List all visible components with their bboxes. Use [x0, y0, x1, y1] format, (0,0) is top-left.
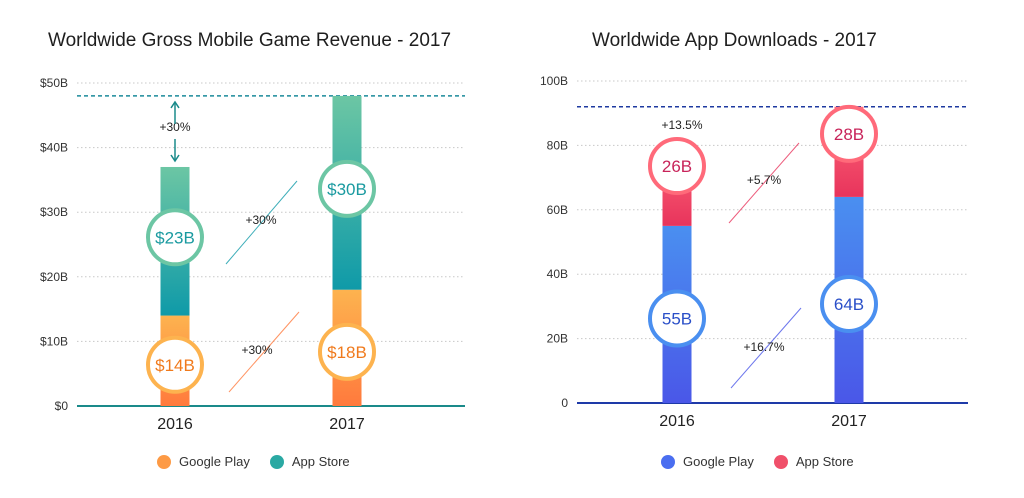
y-tick-label: 40B — [547, 267, 568, 281]
growth-annotation-play: +16.7% — [743, 340, 784, 354]
legend-downloads: Google Play App Store — [661, 454, 874, 469]
growth-annotation-play: +30% — [241, 343, 272, 357]
badge-google-play-circle — [318, 322, 376, 381]
growth-annotation-store: +30% — [245, 213, 276, 227]
badge-app-store-circle — [820, 104, 878, 163]
y-tick-label: $30B — [40, 205, 68, 219]
data-label: 28B — [834, 125, 864, 144]
growth-annotation-store: +5.7% — [747, 173, 782, 187]
growth-line-store — [728, 142, 800, 224]
data-label: $23B — [155, 228, 195, 247]
badge-google-play-circle — [146, 335, 204, 394]
chart-title-downloads: Worldwide App Downloads - 2017 — [592, 30, 877, 51]
data-label: $30B — [327, 180, 367, 199]
arrow-down-icon — [170, 154, 180, 163]
badge-app-store-circle — [318, 159, 376, 218]
y-tick-label: $0 — [55, 399, 69, 413]
legend-label: Google Play — [683, 454, 754, 469]
y-tick-label: $50B — [40, 76, 68, 90]
legend-swatch-google-play — [661, 454, 675, 469]
y-tick-label: 0 — [561, 396, 568, 410]
legend-revenue: Google Play App Store — [157, 454, 370, 469]
chart-title-revenue: Worldwide Gross Mobile Game Revenue - 20… — [48, 30, 452, 51]
legend-item-app-store: App Store — [269, 454, 350, 469]
legend-label: App Store — [291, 454, 350, 469]
badge-app-store-circle — [648, 137, 706, 196]
growth-line-play — [730, 307, 802, 389]
legend-label: App Store — [795, 454, 854, 469]
y-tick-label: $10B — [40, 334, 68, 348]
legend-item-google-play: Google Play — [661, 454, 754, 469]
x-tick-label: 2016 — [157, 416, 193, 433]
badge-google-play-circle — [648, 289, 706, 348]
legend-item-app-store: App Store — [773, 454, 854, 469]
growth-annotation-gap: +30% — [159, 120, 190, 134]
y-tick-label: 80B — [547, 138, 568, 152]
x-tick-label: 2016 — [659, 413, 695, 430]
y-tick-label: 20B — [547, 332, 568, 346]
growth-line-store — [225, 180, 298, 265]
data-label: $14B — [155, 356, 195, 375]
data-label: 55B — [662, 309, 692, 328]
badge-app-store-circle — [146, 208, 204, 267]
legend-swatch-google-play — [157, 454, 171, 469]
y-tick-label: $20B — [40, 270, 68, 284]
growth-annotation-total: +13.5% — [661, 118, 702, 132]
arrow-up-icon — [170, 100, 180, 109]
growth-line-play — [228, 311, 300, 393]
data-label: 26B — [662, 157, 692, 176]
legend-swatch-app-store — [269, 454, 284, 469]
legend-item-google-play: Google Play — [157, 454, 250, 469]
badge-google-play-circle — [820, 274, 878, 333]
x-tick-label: 2017 — [329, 416, 365, 433]
legend-label: Google Play — [179, 454, 250, 469]
y-tick-label: $40B — [40, 141, 68, 155]
data-label: 64B — [834, 295, 864, 314]
y-tick-label: 100B — [540, 74, 568, 88]
data-label: $18B — [327, 343, 367, 362]
x-tick-label: 2017 — [831, 413, 867, 430]
legend-swatch-app-store — [773, 454, 788, 469]
y-tick-label: 60B — [547, 203, 568, 217]
